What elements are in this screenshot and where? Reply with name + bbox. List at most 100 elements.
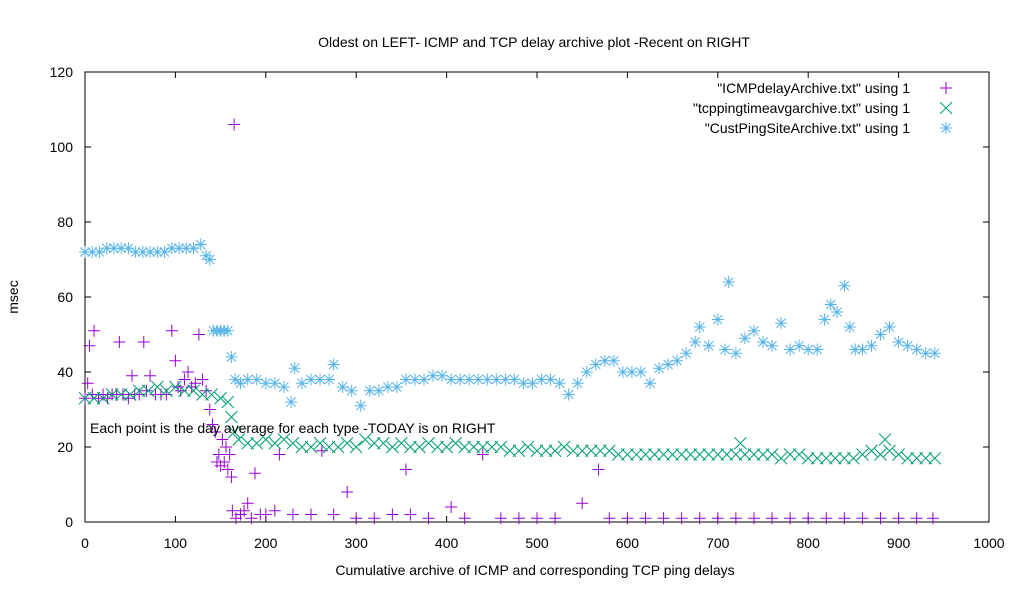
- x-tick-label: 700: [706, 535, 730, 551]
- data-point: [630, 448, 643, 461]
- data-point: [129, 246, 142, 258]
- data-point: [214, 391, 227, 405]
- data-point: [801, 451, 815, 465]
- data-point: [250, 373, 263, 386]
- data-point: [323, 373, 336, 386]
- data-point: [639, 512, 652, 525]
- data-point: [232, 433, 246, 446]
- data-point: [653, 362, 666, 375]
- data-point: [766, 512, 779, 525]
- data-point: [878, 433, 892, 446]
- data-point: [684, 448, 698, 461]
- data-point: [315, 444, 328, 457]
- data-point: [305, 508, 317, 521]
- x-tick-label: 800: [797, 535, 821, 551]
- data-point: [218, 456, 231, 468]
- data-point: [774, 451, 788, 465]
- data-point: [79, 246, 91, 258]
- data-point: [345, 384, 358, 397]
- y-tick-label: 100: [50, 139, 74, 155]
- data-point: [901, 451, 914, 465]
- data-point: [340, 436, 354, 450]
- data-point: [100, 242, 113, 255]
- data-point: [634, 366, 647, 378]
- data-point: [657, 512, 670, 525]
- data-point: [248, 467, 261, 480]
- data-point: [702, 448, 716, 461]
- data-point: [241, 373, 254, 386]
- x-tick-label: 300: [345, 535, 369, 551]
- data-point: [83, 339, 96, 352]
- data-point: [820, 512, 833, 525]
- data-point: [910, 451, 924, 465]
- series-2: [79, 238, 941, 412]
- data-point: [598, 354, 611, 367]
- data-point: [747, 324, 760, 337]
- data-point: [194, 238, 207, 251]
- data-point: [738, 448, 752, 461]
- data-point: [720, 448, 734, 461]
- data-point: [503, 444, 517, 458]
- data-point: [132, 384, 146, 398]
- y-tick-label: 60: [57, 289, 73, 305]
- data-point: [719, 343, 732, 356]
- data-point: [729, 347, 742, 360]
- data-point: [404, 508, 417, 521]
- data-point: [440, 440, 453, 454]
- data-point: [499, 373, 512, 386]
- data-point: [113, 336, 126, 348]
- data-point: [575, 444, 589, 458]
- data-point: [508, 373, 521, 386]
- data-point: [205, 388, 218, 401]
- data-point: [539, 444, 553, 458]
- data-point: [865, 444, 878, 458]
- data-point: [576, 497, 589, 510]
- data-point: [349, 440, 363, 454]
- data-point: [445, 501, 458, 513]
- data-point: [621, 448, 634, 461]
- data-point: [494, 440, 508, 454]
- legend-marker: [939, 101, 953, 115]
- data-point: [553, 377, 566, 390]
- data-point: [566, 444, 580, 458]
- data-point: [286, 436, 300, 450]
- data-point: [793, 339, 806, 352]
- y-axis-tick-labels: 0 20 40 60 80 100 120: [50, 64, 74, 530]
- data-point: [892, 336, 905, 348]
- data-point: [225, 410, 238, 424]
- data-point: [734, 436, 747, 450]
- series-1: [78, 380, 942, 465]
- data-point: [621, 512, 634, 525]
- data-point: [819, 451, 833, 465]
- data-point: [689, 336, 702, 348]
- data-point: [367, 436, 381, 450]
- data-point: [580, 366, 593, 378]
- data-point: [910, 512, 923, 525]
- data-point: [203, 253, 216, 266]
- legend-label: "CustPingSiteArchive.txt" using 1: [705, 120, 910, 136]
- data-point: [838, 279, 851, 292]
- data-point: [662, 358, 675, 371]
- data-point: [926, 512, 939, 525]
- data-point: [711, 512, 724, 525]
- data-point: [612, 448, 625, 461]
- legend: "ICMPdelayArchive.txt" using 1 "tcppingti…: [693, 80, 953, 136]
- annotation: Each point is the day average for each t…: [90, 420, 496, 436]
- data-point: [722, 276, 735, 288]
- data-point: [376, 436, 390, 450]
- data-point: [160, 384, 173, 398]
- x-tick-label: 200: [254, 535, 278, 551]
- data-point: [327, 358, 340, 371]
- data-point: [592, 463, 605, 476]
- data-point: [517, 377, 530, 390]
- data-point: [458, 512, 471, 525]
- y-axis-label: msec: [5, 280, 21, 313]
- data-point: [828, 451, 842, 465]
- data-point: [485, 440, 499, 454]
- data-point: [295, 377, 308, 390]
- data-point: [216, 433, 229, 446]
- data-point: [431, 440, 444, 454]
- data-point: [220, 441, 233, 453]
- data-point: [241, 436, 255, 450]
